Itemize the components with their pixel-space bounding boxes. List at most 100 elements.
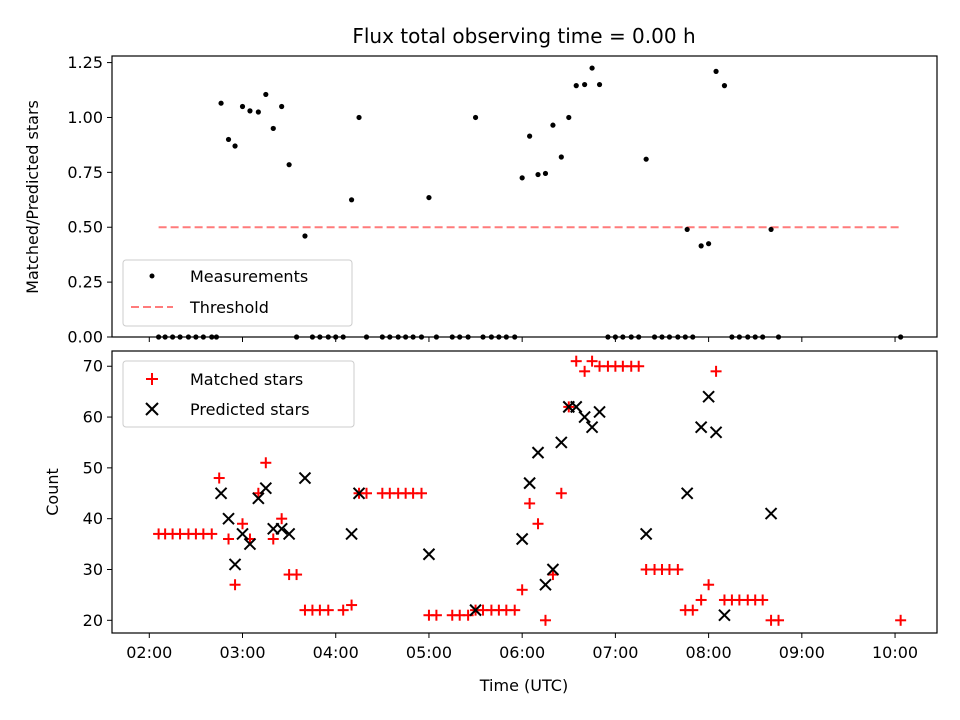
bottom-chart-y-tick-label: 40	[83, 509, 103, 528]
matched-star-point	[586, 355, 598, 367]
bottom-chart-y-ticks: 20 30 40 50 60 70	[83, 357, 112, 630]
matched-star-point	[579, 365, 591, 377]
measurement-point	[255, 109, 261, 115]
measurement-point	[270, 125, 276, 132]
measurement-point	[247, 108, 253, 114]
measurement-point	[573, 83, 579, 89]
matched-star-point	[415, 487, 427, 499]
matched-star-point	[672, 563, 684, 575]
matched-star-point	[695, 594, 707, 606]
predicted-star-point	[578, 410, 591, 424]
measurement-point	[225, 136, 232, 143]
top-chart-y-tick-label: 0.75	[67, 163, 103, 182]
matched-star-point	[539, 614, 551, 626]
predicted-star-point	[352, 487, 366, 500]
matched-star-point	[237, 518, 249, 530]
matched-star-point	[260, 457, 272, 469]
measurement-point	[263, 91, 269, 98]
measurement-point	[713, 68, 719, 74]
predicted-star-point	[214, 487, 228, 500]
predicted-star-point	[523, 476, 536, 490]
matched-star-point	[509, 604, 521, 616]
top-chart: 0.00 0.25 0.50 0.75 1.00 1.25 Matched/Predict…	[23, 53, 938, 347]
matched-star-point	[710, 365, 722, 377]
predicted-star-point	[585, 421, 599, 434]
matched-star-point	[337, 604, 349, 616]
measurement-point	[684, 226, 690, 233]
predicted-star-point	[639, 527, 653, 541]
measurement-point	[239, 103, 246, 110]
bottom-chart-y-label: Count	[43, 468, 62, 516]
top-chart-title: Flux total observing time = 0.00 h	[352, 24, 695, 48]
bottom-chart-x-tick-label: 06:00	[499, 643, 545, 662]
bottom-legend-marker-matched	[146, 373, 158, 385]
matched-star-point	[276, 513, 288, 525]
measurement-point	[527, 133, 533, 139]
measurement-point	[232, 143, 238, 149]
top-chart-y-tick-label: 1.00	[67, 108, 103, 127]
bottom-chart-x-tick-label: 04:00	[313, 643, 359, 662]
top-legend-marker-measurements	[149, 273, 155, 279]
matched-star-point	[291, 569, 303, 581]
matched-star-point	[555, 487, 567, 499]
measurement-point	[582, 81, 588, 88]
measurement-point	[279, 103, 285, 110]
predicted-star-point	[345, 527, 358, 541]
top-legend-label-threshold: Threshold	[189, 298, 269, 317]
measurement-point	[558, 154, 564, 160]
bottom-chart-x-tick-label: 02:00	[126, 643, 172, 662]
matched-star-point	[532, 518, 544, 530]
predicted-star-point	[252, 492, 265, 505]
top-chart-y-tick-label: 0.00	[67, 328, 103, 347]
measurement-point	[356, 114, 362, 121]
matched-star-point	[633, 360, 645, 372]
measurement-point	[589, 65, 595, 71]
predicted-star-point	[680, 487, 694, 500]
predicted-star-point	[702, 390, 715, 403]
bottom-chart-frame	[111, 350, 938, 634]
measurement-point	[348, 197, 355, 203]
bottom-chart-x-tick-label: 08:00	[686, 643, 732, 662]
predicted-star-point	[228, 558, 242, 571]
matched-star-point	[547, 569, 559, 581]
matched-star-point	[213, 472, 225, 484]
bottom-legend-marker-predicted	[145, 402, 159, 416]
measurement-point	[706, 241, 712, 247]
measurement-point	[426, 194, 432, 201]
bottom-chart-y-tick-label: 30	[83, 560, 103, 579]
bottom-chart-y-tick-label: 50	[83, 458, 103, 477]
predicted-star-point	[709, 426, 723, 439]
predicted-star-point	[539, 578, 552, 591]
predicted-star-point	[570, 400, 583, 414]
bottom-chart-x-tick-label: 09:00	[779, 643, 825, 662]
bottom-chart: 20 30 40 50 60 70 02:00 03:00 04:00 05:00 06:00 07…	[43, 350, 938, 695]
bottom-chart-y-tick-label: 20	[83, 611, 103, 630]
matched-star-point	[773, 614, 785, 626]
measurement-point	[768, 226, 774, 233]
top-chart-y-tick-label: 0.50	[67, 218, 103, 237]
top-legend-label-measurements: Measurements	[190, 267, 308, 286]
measurement-point	[721, 83, 728, 89]
measurement-point	[542, 170, 549, 177]
bottom-chart-x-ticks: 02:00 03:00 04:00 05:00 06:00 07:00 08:00 09:00…	[126, 633, 918, 662]
bottom-legend-frame	[122, 360, 355, 428]
predicted-star-point	[515, 532, 529, 546]
matched-star-point	[360, 487, 372, 499]
predicted-star-point	[243, 537, 257, 551]
bottom-chart-x-tick-label: 03:00	[219, 643, 265, 662]
bottom-legend: Matched stars Predicted stars	[122, 360, 355, 428]
matched-star-point	[757, 594, 769, 606]
measurement-point	[596, 81, 603, 88]
measurement-point	[519, 175, 525, 181]
matched-star-point	[570, 355, 582, 367]
predicted-star-point	[298, 471, 312, 485]
predicted-star-point	[259, 481, 273, 495]
matched-star-point	[206, 528, 218, 540]
predicted-star-point	[282, 527, 296, 541]
measurement-point	[218, 100, 224, 106]
top-chart-y-ticks: 0.00 0.25 0.50 0.75 1.00 1.25	[67, 53, 112, 347]
measurement-point	[643, 156, 649, 162]
predicted-star-point	[694, 421, 708, 434]
